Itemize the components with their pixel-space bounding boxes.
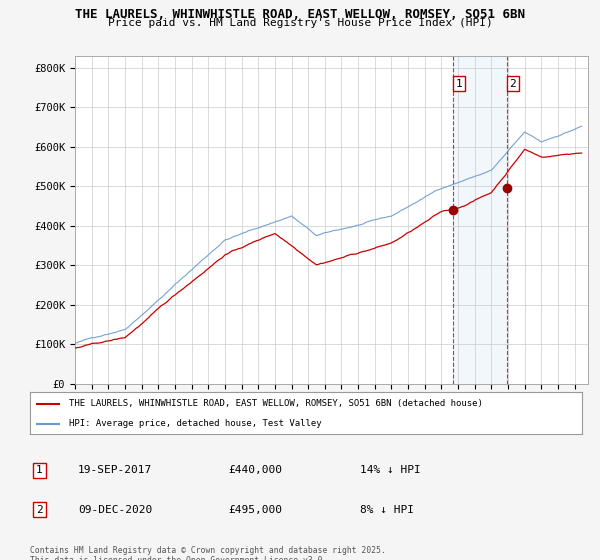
Text: 09-DEC-2020: 09-DEC-2020 <box>78 505 152 515</box>
Text: THE LAURELS, WHINWHISTLE ROAD, EAST WELLOW, ROMSEY, SO51 6BN: THE LAURELS, WHINWHISTLE ROAD, EAST WELL… <box>75 8 525 21</box>
Text: HPI: Average price, detached house, Test Valley: HPI: Average price, detached house, Test… <box>68 419 321 428</box>
Text: £440,000: £440,000 <box>228 465 282 475</box>
Text: 2: 2 <box>36 505 43 515</box>
Text: 19-SEP-2017: 19-SEP-2017 <box>78 465 152 475</box>
Text: 14% ↓ HPI: 14% ↓ HPI <box>360 465 421 475</box>
Bar <box>454 56 507 384</box>
Text: 8% ↓ HPI: 8% ↓ HPI <box>360 505 414 515</box>
Text: THE LAURELS, WHINWHISTLE ROAD, EAST WELLOW, ROMSEY, SO51 6BN (detached house): THE LAURELS, WHINWHISTLE ROAD, EAST WELL… <box>68 399 482 408</box>
Text: Contains HM Land Registry data © Crown copyright and database right 2025.
This d: Contains HM Land Registry data © Crown c… <box>30 546 386 560</box>
Text: 2: 2 <box>509 78 517 88</box>
Text: 1: 1 <box>36 465 43 475</box>
Text: £495,000: £495,000 <box>228 505 282 515</box>
Text: 1: 1 <box>456 78 463 88</box>
Text: Price paid vs. HM Land Registry's House Price Index (HPI): Price paid vs. HM Land Registry's House … <box>107 18 493 28</box>
